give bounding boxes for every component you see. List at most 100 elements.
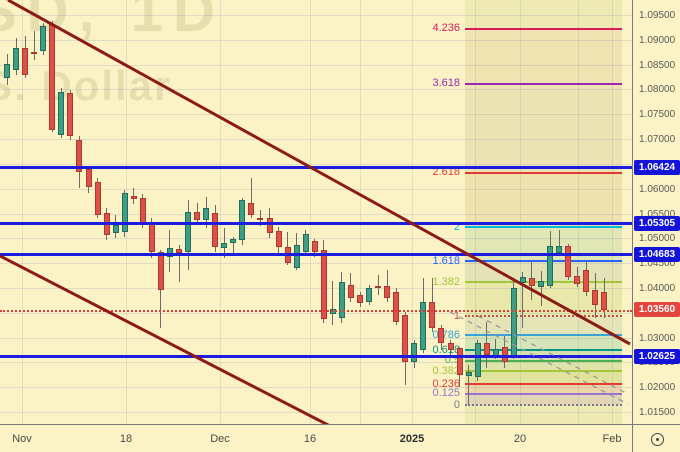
fib-level-line[interactable] <box>465 392 622 395</box>
candle-body <box>347 284 354 298</box>
candle-body <box>528 278 535 286</box>
fib-level-label: 2 <box>453 220 460 233</box>
fib-band <box>465 360 622 372</box>
price-line-badge: 1.05305 <box>634 215 680 231</box>
vertical-gridline <box>612 0 613 424</box>
fib-level-line[interactable] <box>465 27 622 30</box>
fib-level-label: 1.618 <box>432 254 460 267</box>
current-price-line <box>0 309 632 312</box>
descending-trendline[interactable] <box>0 254 332 424</box>
candle-body <box>384 285 391 298</box>
horizontal-gridline <box>0 238 632 240</box>
candle-wick <box>468 365 470 406</box>
fib-level-label: 0 <box>453 398 460 411</box>
fib-level-line[interactable] <box>465 315 622 318</box>
fib-level-label: 4.236 <box>432 22 460 35</box>
horizontal-price-line[interactable] <box>0 221 632 225</box>
descending-trendline[interactable] <box>7 0 631 346</box>
price-axis-tick: 1.02000 <box>639 382 676 394</box>
candle-body <box>230 238 237 243</box>
candle-body <box>456 348 463 376</box>
price-axis[interactable]: 1.09500 1.09000 1.08500 1.08000 1.07500 1.070… <box>632 0 680 424</box>
fib-level-line[interactable] <box>465 171 622 174</box>
candle-body <box>248 203 255 215</box>
candle-body <box>601 291 608 310</box>
fib-retracement-zone[interactable] <box>465 0 622 424</box>
time-axis-label: 2025 <box>399 433 425 445</box>
vertical-gridline <box>360 0 361 424</box>
candle-body <box>112 224 119 233</box>
candle-body <box>375 285 382 288</box>
candle-body <box>166 247 173 258</box>
horizontal-gridline <box>0 39 632 41</box>
horizontal-gridline <box>0 139 632 141</box>
time-axis[interactable]: Nov 18 Dec 16 2025 20 Feb <box>0 424 632 452</box>
fib-level-label: 1.382 <box>432 275 460 288</box>
dashed-trendline[interactable] <box>477 315 629 395</box>
candle-body <box>420 301 427 351</box>
chart-plot-area[interactable]: SD, 1D S. Dollar 4.236 3.618 2.618 2 1.618 1.… <box>0 0 632 424</box>
gear-icon[interactable] <box>650 432 664 446</box>
fib-level-label: 0.618 <box>432 343 460 356</box>
price-axis-tick: 1.04000 <box>639 282 676 294</box>
time-axis-label: 18 <box>119 433 133 445</box>
candle-body <box>474 342 481 378</box>
candle-body <box>40 25 47 51</box>
price-axis-tick: 1.01500 <box>639 407 676 418</box>
vertical-gridline <box>310 0 311 424</box>
fib-level-label: 0.5 <box>444 354 460 367</box>
candle-body <box>31 52 38 55</box>
candle-body <box>22 47 29 75</box>
price-axis-tick: 1.08500 <box>639 59 676 71</box>
dashed-trendline[interactable] <box>449 311 629 405</box>
candle-body <box>429 301 436 329</box>
fib-level-line[interactable] <box>465 82 622 85</box>
horizontal-price-line[interactable] <box>0 252 632 256</box>
candle-body <box>519 277 526 283</box>
price-axis-tick: 1.08000 <box>639 84 676 96</box>
candle-wick <box>540 271 542 307</box>
vertical-gridline <box>520 0 521 424</box>
candle-body <box>67 92 74 137</box>
price-axis-tick: 1.05500 <box>639 208 676 220</box>
candle-body <box>320 249 327 320</box>
candle-body <box>185 212 191 253</box>
price-axis-tick: 1.05000 <box>639 233 676 245</box>
candle-wick <box>558 229 560 256</box>
time-axis-label: Feb <box>602 433 622 445</box>
candle-body <box>338 282 345 319</box>
fib-level-label: 1 <box>453 309 460 322</box>
fib-level-line[interactable] <box>465 370 622 373</box>
fib-level-line[interactable] <box>465 226 622 229</box>
fib-band <box>465 172 622 228</box>
horizontal-gridline <box>0 362 632 364</box>
candle-body <box>130 196 137 200</box>
candle-wick <box>250 177 252 218</box>
horizontal-price-line[interactable] <box>0 354 632 358</box>
fib-level-line[interactable] <box>465 383 622 386</box>
candle-body <box>212 213 219 247</box>
fib-level-line[interactable] <box>465 404 622 406</box>
horizontal-gridline <box>0 64 632 66</box>
horizontal-price-line[interactable] <box>0 166 632 170</box>
time-axis-label: 20 <box>513 433 527 445</box>
fib-level-label: 0.786 <box>432 328 460 341</box>
fib-level-label: 0.125 <box>432 387 460 400</box>
horizontal-gridline <box>0 387 632 389</box>
axis-settings-corner[interactable] <box>632 424 680 452</box>
fib-level-line[interactable] <box>465 334 622 337</box>
horizontal-gridline <box>0 114 632 116</box>
candle-body <box>94 181 101 215</box>
horizontal-gridline <box>0 163 632 165</box>
candle-body <box>58 91 65 136</box>
current-price-badge: 1.03560 <box>634 302 680 318</box>
candle-body <box>121 193 128 232</box>
candle-body <box>547 245 553 286</box>
fib-level-line[interactable] <box>465 359 622 362</box>
price-line-badge: 1.02625 <box>634 348 680 364</box>
vertical-gridline <box>578 0 579 424</box>
fib-band <box>465 335 622 351</box>
candle-body <box>411 343 418 362</box>
fib-level-line[interactable] <box>465 260 622 263</box>
